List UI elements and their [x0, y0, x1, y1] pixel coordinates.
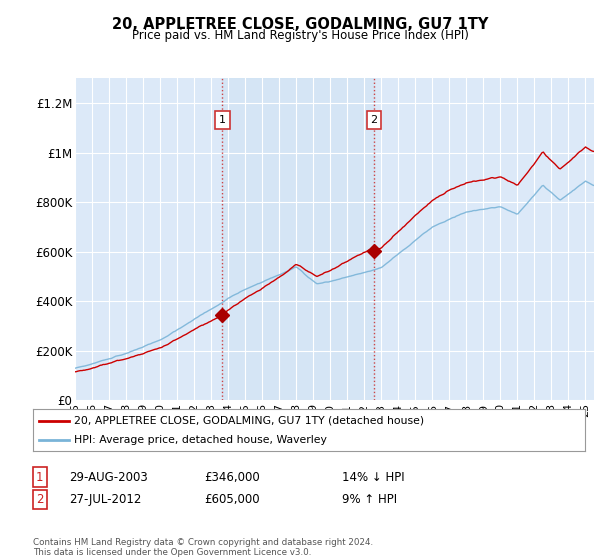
Text: £346,000: £346,000: [204, 470, 260, 484]
Text: 1: 1: [36, 470, 44, 484]
Text: 27-JUL-2012: 27-JUL-2012: [69, 493, 142, 506]
Text: 20, APPLETREE CLOSE, GODALMING, GU7 1TY: 20, APPLETREE CLOSE, GODALMING, GU7 1TY: [112, 17, 488, 32]
Text: £605,000: £605,000: [204, 493, 260, 506]
Text: HPI: Average price, detached house, Waverley: HPI: Average price, detached house, Wave…: [74, 435, 327, 445]
Text: Price paid vs. HM Land Registry's House Price Index (HPI): Price paid vs. HM Land Registry's House …: [131, 29, 469, 42]
Text: 20, APPLETREE CLOSE, GODALMING, GU7 1TY (detached house): 20, APPLETREE CLOSE, GODALMING, GU7 1TY …: [74, 416, 425, 426]
Bar: [223, 78, 374, 400]
Text: 2: 2: [370, 115, 377, 125]
Text: 29-AUG-2003: 29-AUG-2003: [69, 470, 148, 484]
Text: 9% ↑ HPI: 9% ↑ HPI: [342, 493, 397, 506]
Text: Contains HM Land Registry data © Crown copyright and database right 2024.
This d: Contains HM Land Registry data © Crown c…: [33, 538, 373, 557]
Text: 14% ↓ HPI: 14% ↓ HPI: [342, 470, 404, 484]
Text: 2: 2: [36, 493, 44, 506]
Text: 1: 1: [219, 115, 226, 125]
